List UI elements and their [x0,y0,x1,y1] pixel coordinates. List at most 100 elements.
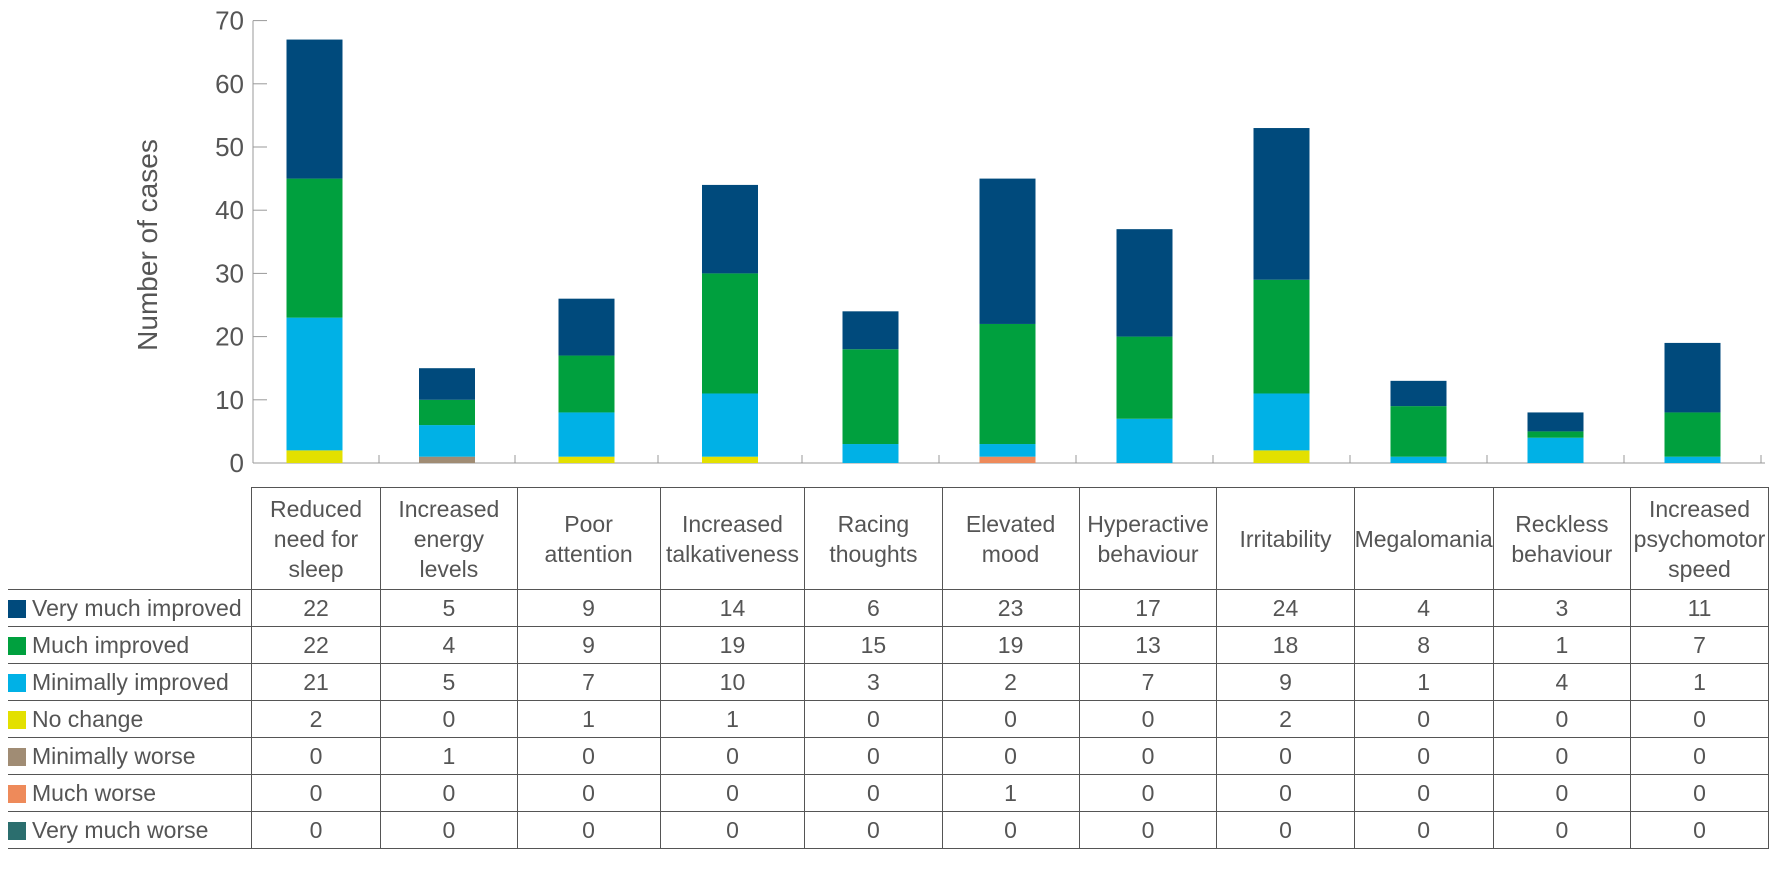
table-cell: 0 [1630,811,1769,849]
table-row: Minimally improved 21 5 7 10 3 2 7 9 1 4 1 [8,663,1769,701]
table-cell: 0 [380,700,518,738]
table-corner [8,488,251,590]
table-cell: 22 [250,589,382,627]
table-cell: 4 [1492,663,1632,701]
table-cell: 0 [941,700,1080,738]
table-cell: 14 [659,589,806,627]
table-cell: 2 [250,700,382,738]
table-cell: 17 [1078,589,1218,627]
bar-stacks [286,39,1762,463]
category-label-line: attention [544,540,633,567]
category-label-line: energy [413,525,485,552]
table-cell: 0 [250,811,382,849]
table-row: Much worse 0 0 0 0 0 1 0 0 0 0 0 [8,774,1769,812]
category-label-line: behaviour [1097,540,1199,567]
category-label-line: psychomotor [1633,525,1766,552]
category-label-line: Elevated [965,510,1056,537]
category-label-line: Racing [837,510,910,537]
y-tick-label: 10 [215,385,244,415]
category-label-line: sleep [288,555,344,582]
table-cell: 1 [1630,663,1769,701]
table-cell: 0 [1078,700,1218,738]
bar-segment [1390,406,1447,457]
category-label-line: mood [981,540,1040,567]
category-header: Racing thoughts [804,487,943,590]
table-cell: 1 [659,700,806,738]
table-cell: 21 [250,663,382,701]
legend-label: Minimally worse [32,742,196,769]
bar-segment [419,368,475,400]
bar-segment [1116,229,1173,337]
table-cell: 0 [1078,737,1218,775]
category-header: Increased talkativeness [659,487,806,590]
table-body: Very much improved 22 5 9 14 6 23 17 24 4 3 11 Much … [8,589,1769,849]
table-cell: 0 [1353,737,1494,775]
table-cell: 0 [1630,774,1769,812]
table-cell: 15 [804,626,943,664]
table-cell: 3 [1492,589,1632,627]
bar-segment [842,311,899,350]
table-cell: 22 [250,626,382,664]
y-tick-label: 60 [215,69,244,99]
category-label-line: Increased [681,510,783,537]
table-cell: 0 [1630,737,1769,775]
category-label-line: Increased [398,495,500,522]
legend-label: Much improved [32,631,190,658]
bar-segment [979,444,1036,457]
bar-segment [1390,456,1447,463]
category-label-line: talkativeness [665,540,799,567]
bar-segment [1253,393,1310,451]
table-cell: 0 [1216,774,1355,812]
table-cell: 2 [1216,700,1355,738]
legend-label: Minimally improved [32,668,229,695]
table-cell: 0 [1078,774,1218,812]
table-cell: 5 [380,663,518,701]
table-cell: 0 [659,737,806,775]
table-cell: 9 [1216,663,1355,701]
legend-swatch [8,747,26,766]
category-header: Elevated mood [941,487,1080,590]
table-cell: 1 [1353,663,1494,701]
bar-segment [1527,431,1584,438]
table-cell: 0 [516,737,661,775]
bar-segment [702,184,758,274]
table-cell: 0 [1630,700,1769,738]
legend-label: Very much worse [32,816,209,843]
table-cell: 0 [659,811,806,849]
bar-segment [979,323,1036,445]
table-cell: 0 [1492,737,1632,775]
bar-segment [842,444,899,463]
table-row: No change 2 0 1 1 0 0 0 2 0 0 0 [8,700,1769,738]
bar-segment [558,298,615,356]
category-label-line: need for [273,525,359,552]
bar-segment [1116,336,1173,419]
bar-segment [419,425,475,457]
legend-entry: No change [8,700,252,738]
table-cell: 4 [380,626,518,664]
category-label-line: levels [419,555,479,582]
category-header: Reckless behaviour [1492,487,1632,590]
table-cell: 0 [516,774,661,812]
bar-segment [1527,437,1584,463]
category-header: Reduced need for sleep [250,487,382,590]
category-header: Poor attention [516,487,661,590]
table-row: Very much worse 0 0 0 0 0 0 0 0 0 0 0 [8,811,1769,849]
table-cell: 0 [250,774,382,812]
table-cell: 0 [804,700,943,738]
table-cell: 0 [659,774,806,812]
table-cell: 1 [380,737,518,775]
category-label-line: Increased [1649,495,1751,522]
category-label-line: Megalomania [1354,525,1493,552]
bar-segment [419,399,475,426]
table-cell: 0 [804,774,943,812]
table-cell: 0 [1492,774,1632,812]
category-label-line: behaviour [1511,540,1613,567]
y-tick-label: 40 [215,195,244,225]
table-cell: 0 [1492,811,1632,849]
y-axis-label: Number of cases [132,139,163,351]
category-header: Irritability [1216,487,1355,590]
bar-segment [1527,412,1584,432]
table-cell: 8 [1353,626,1494,664]
table-row: Minimally worse 0 1 0 0 0 0 0 0 0 0 0 [8,737,1769,775]
table-cell: 1 [1492,626,1632,664]
